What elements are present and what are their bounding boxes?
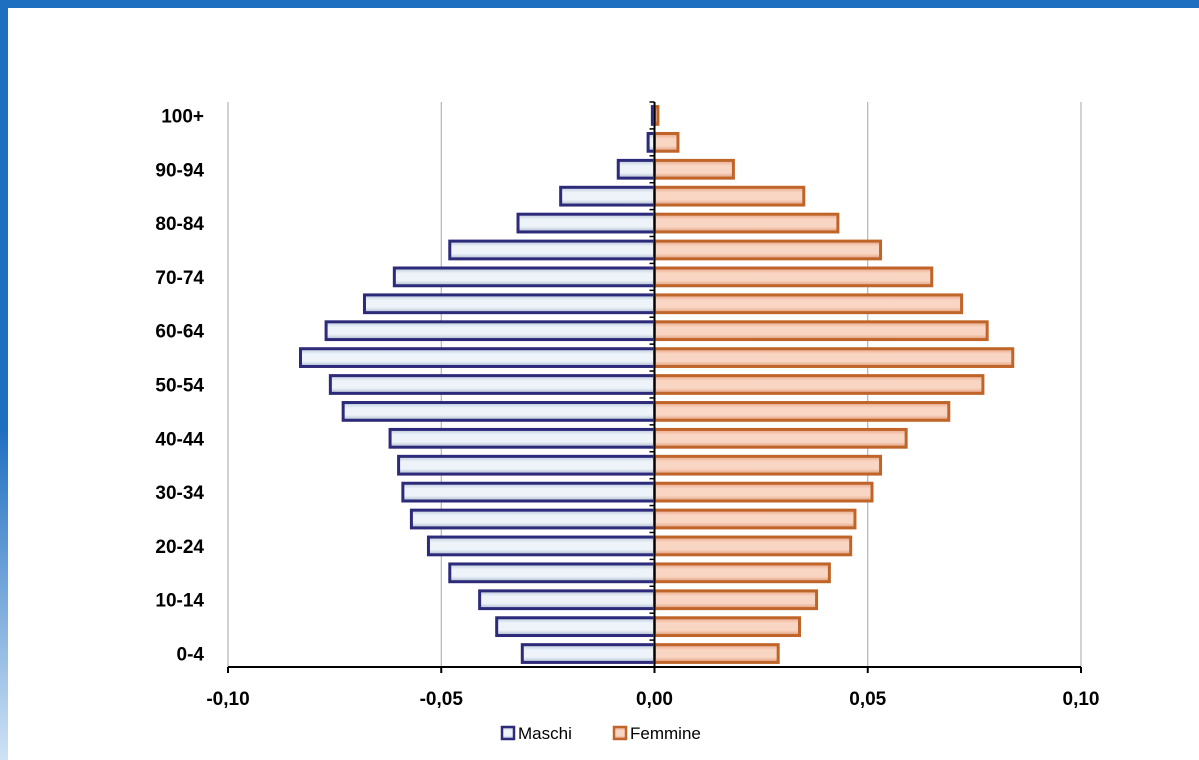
bar-maschi-40-44	[388, 427, 656, 449]
bar-maschi-30-34	[401, 481, 656, 503]
bar-maschi-10-14	[478, 589, 657, 611]
y-tick-label: 60-64	[155, 322, 204, 343]
y-tick-label: 50-54	[155, 376, 204, 397]
x-tick-label: 0,05	[849, 689, 886, 710]
legend-label-femmine: Femmine	[630, 724, 701, 743]
legend-swatch-maschi	[500, 725, 516, 741]
bar-femmine-55-59	[653, 347, 1015, 368]
bar-maschi-75-79	[448, 239, 656, 261]
y-tick-label: 100+	[161, 106, 204, 127]
bar-maschi-90-94	[616, 158, 656, 180]
bar-femmine-95-99	[653, 131, 680, 153]
bar-maschi-50-54	[328, 374, 656, 395]
legend: Maschi Femmine	[500, 724, 701, 743]
x-tick-label: 0,10	[1063, 689, 1100, 710]
legend-label-maschi: Maschi	[518, 724, 572, 743]
bar-maschi-60-64	[324, 320, 656, 342]
x-axis-labels: -0,10 -0,05 0,00 0,05 0,10	[206, 689, 1099, 710]
bar-maschi-55-59	[299, 347, 656, 368]
bar-femmine-45-49	[653, 401, 951, 422]
x-tick-label: 0,00	[636, 689, 673, 710]
bar-maschi-80-84	[516, 212, 657, 234]
chart-frame-edge	[0, 430, 8, 760]
bar-femmine-25-29	[653, 508, 857, 530]
bar-femmine-10-14	[653, 589, 819, 611]
bar-maschi-45-49	[341, 401, 656, 422]
bar-maschi-25-29	[409, 508, 656, 530]
bar-femmine-5-9	[653, 616, 802, 638]
bar-femmine-60-64	[653, 320, 989, 342]
bar-maschi-65-69	[362, 293, 656, 315]
bar-femmine-20-24	[653, 535, 853, 557]
x-tick-label: -0,10	[206, 689, 249, 710]
bar-femmine-85-89	[653, 185, 806, 207]
y-tick-label: 40-44	[155, 429, 204, 450]
bar-maschi-20-24	[426, 535, 656, 557]
y-axis-labels: 0-4 10-14 20-24 30-34 40-44 50-54 60-64 70-74 80…	[155, 106, 204, 665]
bar-maschi-35-39	[397, 454, 656, 476]
bar-femmine-75-79	[653, 239, 883, 261]
bar-maschi-5-9	[495, 616, 656, 638]
bar-femmine-80-84	[653, 212, 840, 234]
axes	[227, 101, 1082, 673]
bars	[299, 105, 1015, 664]
bar-femmine-90-94	[653, 158, 735, 180]
bar-femmine-65-69	[653, 293, 964, 315]
y-tick-label: 10-14	[155, 591, 204, 612]
y-tick-label: 30-34	[155, 483, 204, 504]
legend-swatch-femmine	[612, 725, 628, 741]
bar-femmine-35-39	[653, 454, 883, 476]
bar-maschi-85-89	[559, 185, 656, 207]
y-tick-label: 80-84	[155, 214, 204, 235]
bar-maschi-70-74	[392, 266, 656, 288]
bar-femmine-0-4	[653, 643, 780, 664]
bar-femmine-50-54	[653, 374, 985, 395]
bar-femmine-40-44	[653, 427, 908, 449]
bar-femmine-70-74	[653, 266, 934, 288]
x-tick-label: -0,05	[420, 689, 464, 710]
y-tick-label: 90-94	[155, 160, 204, 181]
bar-maschi-15-19	[448, 562, 656, 584]
bar-femmine-15-19	[653, 562, 831, 584]
bar-maschi-0-4	[520, 643, 656, 664]
y-tick-label: 0-4	[177, 645, 205, 666]
y-tick-label: 70-74	[155, 268, 204, 289]
y-tick-label: 20-24	[155, 537, 204, 558]
bar-femmine-30-34	[653, 481, 874, 503]
